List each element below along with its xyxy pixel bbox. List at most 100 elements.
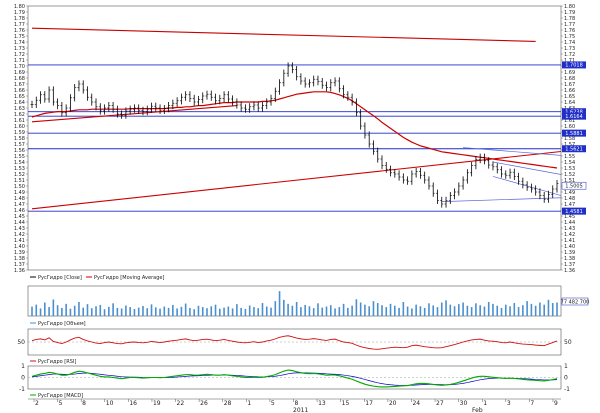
y-tick-label-right: 1.45 (564, 214, 575, 220)
rsi-tick-label-left: 50 (17, 339, 25, 346)
price-bars (30, 62, 559, 208)
volume-panel: 77 482 700 РусГидро [Объем] (27, 285, 590, 327)
x-tick-label: 1 (247, 400, 251, 407)
y-tick-label-left: 1.48 (14, 196, 25, 202)
legend-label-macd: РусГидро [MACD] (38, 393, 83, 399)
x-tick-label: 1 (483, 400, 487, 407)
volume-value-label: 77 482 700 (561, 300, 590, 306)
trend-lines (31, 27, 562, 210)
moving-average-line (31, 91, 558, 169)
y-tick-label-right: 1.44 (564, 220, 575, 226)
legend-label-rsi: РусГидро [RSI] (38, 359, 76, 365)
x-tick-label: 16 (129, 400, 137, 407)
y-tick-label-left: 1.54 (14, 160, 25, 166)
y-tick-label-right: 1.79 (564, 10, 575, 16)
level-value-tag (562, 207, 586, 215)
y-tick-label-right: 1.38 (564, 256, 575, 262)
y-tick-label-left: 1.75 (14, 34, 25, 40)
y-tick-label-left: 1.51 (14, 178, 25, 184)
y-tick-label-left: 1.42 (14, 232, 25, 238)
y-tick-label-left: 1.65 (14, 94, 25, 100)
y-tick-label-left: 1.70 (14, 64, 25, 70)
y-tick-label-left: 1.71 (14, 58, 25, 64)
y-tick-label-left: 1.46 (14, 208, 25, 214)
macd-tick-label-right: 1 (564, 363, 568, 370)
x-tick-label: 5 (271, 400, 275, 407)
y-tick-label-left: 1.60 (14, 124, 25, 130)
level-value-tag (562, 129, 586, 137)
x-tick-label: 27 (436, 400, 444, 407)
y-tick-label-left: 1.73 (14, 46, 25, 52)
y-tick-label-left: 1.56 (14, 148, 25, 154)
trend-line (31, 150, 562, 210)
trend-line (492, 161, 562, 175)
y-tick-label-left: 1.79 (14, 10, 25, 16)
y-tick-label-left: 1.80 (14, 4, 25, 10)
level-value-tag (562, 61, 586, 69)
y-tick-label-left: 1.41 (14, 238, 25, 244)
main-plot-frame (27, 5, 562, 271)
y-tick-label-left: 1.44 (14, 220, 25, 226)
y-tick-label-left: 1.40 (14, 244, 25, 250)
volume-plot-frame (27, 285, 562, 317)
y-tick-label-left: 1.38 (14, 256, 25, 262)
y-tick-label-left: 1.52 (14, 172, 25, 178)
y-tick-label-left: 1.58 (14, 136, 25, 142)
y-tick-label-left: 1.64 (14, 100, 25, 106)
y-tick-label-left: 1.63 (14, 106, 25, 112)
x-tick-label: 8 (82, 400, 86, 407)
macd-tick-label-left: -1 (19, 386, 25, 393)
y-tick-label-right: 1.71 (564, 58, 575, 64)
rsi-line (31, 335, 558, 350)
trend-line (441, 197, 562, 202)
x-tick-label: 2 (35, 400, 39, 407)
y-tick-label-left: 1.59 (14, 130, 25, 136)
x-tick-label: 28 (224, 400, 232, 407)
level-value-tag (562, 112, 586, 120)
y-tick-label-left: 1.53 (14, 166, 25, 172)
x-tick-label: 26 (200, 400, 208, 407)
x-tick-label: 10 (106, 400, 114, 407)
y-tick-label-right: 1.52 (564, 172, 575, 178)
y-tick-label-right: 1.73 (564, 46, 575, 52)
y-tick-label-right: 1.75 (564, 34, 575, 40)
y-tick-label-right: 1.65 (564, 94, 575, 100)
x-tick-label: 8 (295, 400, 299, 407)
main-legend: РусГидро [Close] РусГидро [Moving Average… (30, 275, 164, 281)
y-tick-label-right: 1.41 (564, 238, 575, 244)
y-axis-ticks: 1.80 1.801.79 1.791.78 1.781.77 1.771.76 1.76… (14, 4, 575, 274)
y-tick-label-right: 1.66 (564, 88, 575, 94)
y-tick-label-right: 1.49 (564, 190, 575, 196)
y-tick-label-left: 1.72 (14, 52, 25, 58)
legend-label-moving-average: РусГидро [Moving Average] (94, 275, 164, 281)
x-tick-label: 20 (389, 400, 397, 407)
y-tick-label-left: 1.74 (14, 40, 25, 46)
y-tick-label-right: 1.43 (564, 226, 575, 232)
trend-line (463, 147, 562, 156)
y-tick-label-right: 1.39 (564, 250, 575, 256)
trend-line (31, 27, 536, 42)
macd-panel: 1 1 0 0 -1 -1 РусГидро [MACD] (19, 363, 570, 399)
macd-tick-label-left: 1 (21, 363, 25, 370)
x-tick-label: 9 (554, 400, 558, 407)
y-tick-label-right: 1.60 (564, 124, 575, 130)
macd-tick-label-right: -1 (564, 386, 570, 393)
level-value-label: 1.6164 (565, 114, 583, 120)
y-tick-label-right: 1.78 (564, 16, 575, 22)
macd-tick-label-left: 0 (21, 374, 25, 381)
y-tick-label-right: 1.37 (564, 262, 575, 268)
level-value-label: 1.7018 (565, 63, 583, 69)
legend-label-volume: РусГидро [Объем] (38, 321, 86, 327)
y-tick-label-right: 1.76 (564, 28, 575, 34)
x-tick-label: 15 (342, 400, 350, 407)
y-tick-label-right: 1.74 (564, 40, 575, 46)
y-tick-label-left: 1.61 (14, 118, 25, 124)
y-tick-label-left: 1.62 (14, 112, 25, 118)
x-month-label: 2011 (293, 407, 308, 413)
y-tick-label-right: 1.36 (564, 268, 575, 274)
last-price-tag (561, 181, 587, 190)
y-tick-label-right: 1.48 (564, 196, 575, 202)
y-tick-label-right: 1.80 (564, 4, 575, 10)
